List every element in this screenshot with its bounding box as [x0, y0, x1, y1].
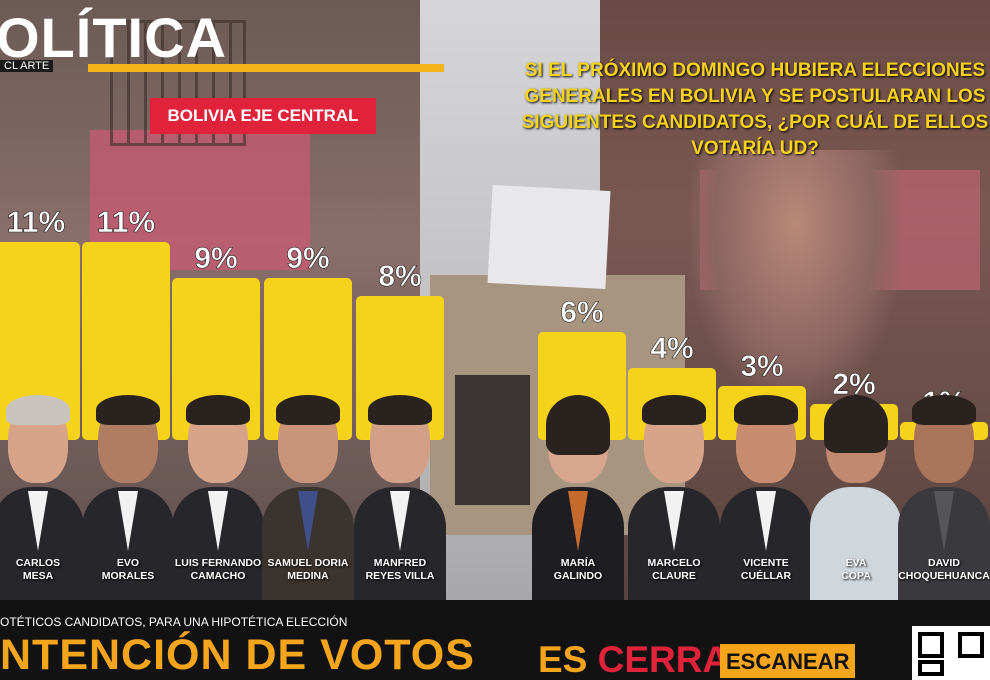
candidate-hair	[912, 395, 976, 425]
candidate-name: DAVID CHOQUEHUANCA	[898, 557, 990, 582]
footer-promo: ES CERRA	[538, 638, 729, 680]
candidate-name: EVO MORALES	[101, 557, 155, 582]
candidate-hair	[824, 395, 888, 453]
scan-button[interactable]: ESCANEAR	[720, 644, 856, 678]
bar-value-label: 3%	[740, 350, 783, 383]
bar-value-label: 11%	[97, 206, 155, 239]
qr-finder	[958, 632, 984, 658]
candidate-name: MANFRED REYES VILLA	[365, 557, 435, 582]
brand-subtitle: CL ARTE	[0, 60, 54, 72]
bar-value-label: 2%	[832, 368, 875, 401]
brand-logo: OLÍTICA	[0, 6, 227, 69]
candidate-name: SAMUEL DORIA MEDINA	[267, 557, 349, 582]
candidate-card: DAVID CHOQUEHUANCA	[898, 395, 990, 600]
bar-value-label: 8%	[378, 260, 421, 293]
candidate-card: EVO MORALES	[82, 395, 174, 600]
candidate-hair	[96, 395, 160, 425]
region-badge: BOLIVIA EJE CENTRAL	[150, 98, 376, 134]
candidate-hair	[368, 395, 432, 425]
candidate-hair	[186, 395, 250, 425]
candidate-hair	[276, 395, 340, 425]
survey-question: SI EL PRÓXIMO DOMINGO HUBIERA ELECCIONES…	[521, 60, 989, 159]
bar-value-label: 4%	[650, 332, 693, 365]
candidate-hair	[642, 395, 706, 425]
candidate-card: EVA COPA	[810, 395, 902, 600]
qr-finder	[918, 632, 944, 658]
candidate-card: MARCELO CLAURE	[628, 395, 720, 600]
candidate-card: VICENTE CUÉLLAR	[720, 395, 812, 600]
candidate-card: SAMUEL DORIA MEDINA	[262, 395, 354, 600]
candidate-name: CARLOS MESA	[15, 557, 61, 582]
candidate-name: LUIS FERNANDO CAMACHO	[174, 557, 262, 582]
ballot-box-slot	[455, 375, 530, 505]
candidate-name: EVA COPA	[841, 557, 871, 582]
bar-value-label: 9%	[194, 242, 237, 275]
candidate-card: LUIS FERNANDO CAMACHO	[172, 395, 264, 600]
bar-value-label: 9%	[286, 242, 329, 275]
bar-value-label: 6%	[560, 296, 603, 329]
bar-value-label: 11%	[7, 206, 65, 239]
candidate-card: MANFRED REYES VILLA	[354, 395, 446, 600]
candidate-name: VICENTE CUÉLLAR	[740, 557, 792, 582]
footer-disclaimer: OTÉTICOS CANDIDATOS, PARA UNA HIPOTÉTICA…	[0, 615, 348, 629]
promo-cerra: CERRA	[597, 639, 730, 680]
voter-figure	[690, 150, 900, 400]
footer-title: NTENCIÓN DE VOTOS	[0, 631, 475, 679]
candidate-name: MARÍA GALINDO	[553, 557, 603, 582]
candidate-card: MARÍA GALINDO	[532, 395, 624, 600]
candidate-name: MARCELO CLAURE	[647, 557, 701, 582]
candidate-hair	[734, 395, 798, 425]
candidate-hair	[6, 395, 70, 425]
candidate-hair	[546, 395, 610, 455]
candidate-card: CARLOS MESA	[0, 395, 84, 600]
bar	[0, 242, 80, 440]
promo-es: ES	[538, 639, 598, 680]
qr-finder	[918, 660, 944, 676]
qr-code-icon[interactable]	[912, 626, 990, 680]
brand-underline	[88, 64, 444, 72]
bar	[82, 242, 170, 440]
